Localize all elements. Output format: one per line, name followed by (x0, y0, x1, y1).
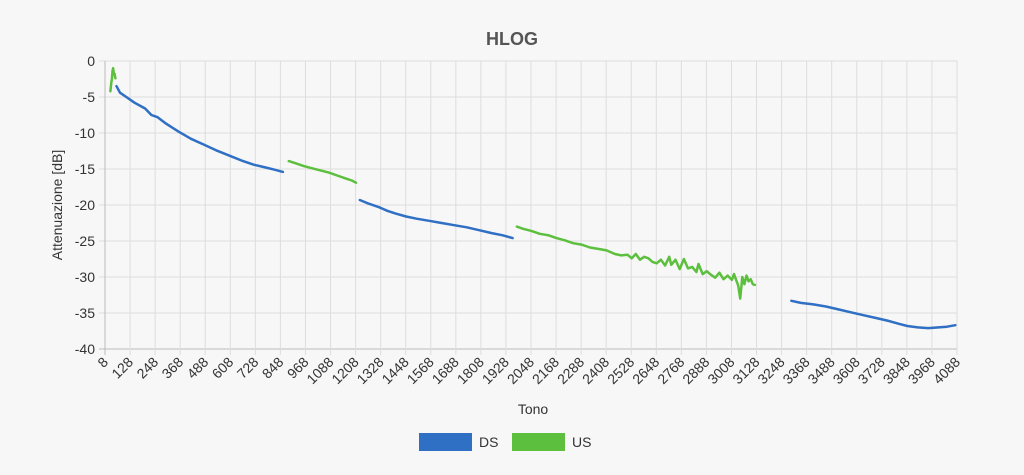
x-tick-label: 2768 (654, 354, 687, 387)
series-ds-line (358, 198, 514, 240)
x-tick-label: 2528 (604, 354, 637, 387)
legend-item-ds[interactable]: DS (419, 433, 498, 451)
grid (99, 60, 958, 355)
x-tick-label: 848 (259, 354, 287, 382)
x-tick-label: 1208 (328, 354, 361, 387)
x-axis-ticks: 8128248368488608728848968108812081328144… (94, 354, 963, 387)
x-tick-label: 1928 (479, 354, 512, 387)
x-tick-label: 2408 (579, 354, 612, 387)
x-tick-label: 368 (158, 354, 186, 382)
y-tick-label: 0 (87, 53, 95, 69)
y-tick-label: -20 (75, 197, 95, 213)
x-tick-label: 3248 (754, 354, 787, 387)
x-tick-label: 488 (184, 354, 212, 382)
y-axis-ticks: 0 -5 -10 -15 -20 -25 -30 -35 -40 (75, 53, 95, 357)
series-lines (109, 66, 957, 330)
x-tick-label: 2048 (504, 354, 537, 387)
x-tick-label: 3608 (830, 354, 863, 387)
x-tick-label: 1328 (353, 354, 386, 387)
legend-swatch (419, 433, 472, 451)
x-tick-label: 128 (108, 354, 136, 382)
series-us-line (287, 159, 358, 184)
series-ds-line (790, 299, 957, 330)
legend-label: DS (479, 434, 498, 450)
x-tick-label: 1088 (303, 354, 336, 387)
series-us-line (515, 225, 757, 300)
x-tick-label: 608 (209, 354, 237, 382)
x-tick-label: 2288 (554, 354, 587, 387)
x-tick-label: 3848 (880, 354, 913, 387)
legend-item-us[interactable]: US (512, 433, 591, 451)
y-tick-label: -5 (83, 89, 96, 105)
legend-swatch (512, 433, 565, 451)
x-tick-label: 1448 (378, 354, 411, 387)
x-tick-label: 2888 (679, 354, 712, 387)
x-tick-label: 8 (94, 354, 111, 371)
series-ds-line (115, 84, 285, 174)
x-tick-label: 1808 (454, 354, 487, 387)
chart-title: HLOG (486, 29, 538, 49)
x-tick-label: 248 (133, 354, 161, 382)
x-tick-label: 1688 (429, 354, 462, 387)
x-tick-label: 3728 (855, 354, 888, 387)
x-tick-label: 728 (234, 354, 262, 382)
x-tick-label: 1568 (404, 354, 437, 387)
x-tick-label: 3128 (729, 354, 762, 387)
series-us-line (109, 66, 117, 93)
y-tick-label: -40 (75, 341, 95, 357)
x-tick-label: 4088 (930, 354, 963, 387)
x-tick-label: 3968 (905, 354, 938, 387)
y-tick-label: -15 (75, 161, 95, 177)
y-tick-label: -35 (75, 305, 95, 321)
y-axis-label: Attenuazione [dB] (49, 150, 65, 261)
x-tick-label: 2168 (529, 354, 562, 387)
y-tick-label: -10 (75, 125, 95, 141)
legend-label: US (572, 434, 591, 450)
legend[interactable]: DS US (419, 433, 591, 451)
y-tick-label: -30 (75, 269, 95, 285)
x-axis-label: Tono (518, 401, 549, 417)
x-tick-label: 3488 (804, 354, 837, 387)
x-tick-label: 3008 (704, 354, 737, 387)
y-tick-label: -25 (75, 233, 95, 249)
x-tick-label: 2648 (629, 354, 662, 387)
x-tick-label: 3368 (779, 354, 812, 387)
